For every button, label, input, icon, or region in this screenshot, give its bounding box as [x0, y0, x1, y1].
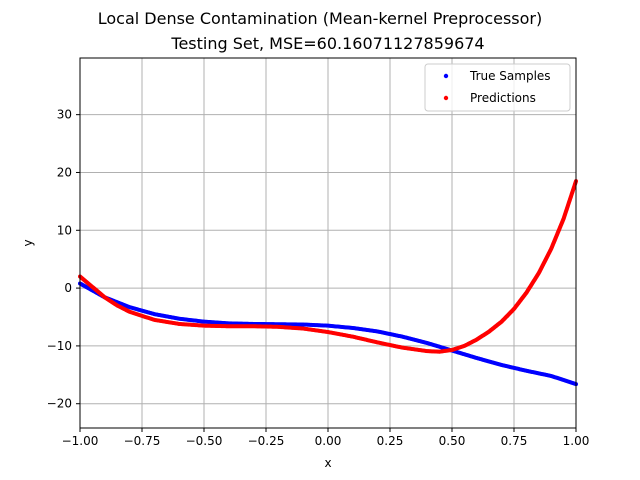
- y-tick-label: 0: [64, 281, 72, 295]
- legend-marker-predictions: [443, 95, 449, 101]
- data-points: [78, 179, 578, 387]
- x-axis-label: x: [324, 456, 331, 470]
- x-tick-label: 0.25: [377, 434, 404, 448]
- axis-ticks: −1.00 −0.75 −0.50 −0.25 0.00 0.25 0.50 0.75 1.00…: [47, 108, 590, 448]
- legend-label-predictions: Predictions: [470, 91, 536, 105]
- chart-title: Local Dense Contamination (Mean-kernel P…: [98, 9, 543, 28]
- y-tick-label: −20: [47, 397, 72, 411]
- x-tick-label: 1.00: [563, 434, 590, 448]
- y-tick-label: 20: [57, 165, 72, 179]
- chart-subtitle: Testing Set, MSE=60.16071127859674: [170, 34, 484, 53]
- plot-frame: [79, 57, 577, 429]
- x-tick-label: 0.00: [315, 434, 342, 448]
- legend-marker-true-samples: [443, 73, 449, 79]
- x-tick-label: −0.50: [186, 434, 223, 448]
- grid: [79, 58, 577, 428]
- legend-box: [424, 63, 571, 112]
- x-tick-label: −0.25: [248, 434, 285, 448]
- y-axis-label: y: [21, 239, 35, 246]
- legend-label-true-samples: True Samples: [469, 69, 551, 83]
- x-tick-label: −1.00: [62, 434, 99, 448]
- legend: True Samples Predictions: [424, 63, 571, 112]
- y-tick-label: 10: [57, 223, 72, 237]
- x-tick-label: 0.50: [439, 434, 466, 448]
- y-tick-label: −10: [47, 339, 72, 353]
- x-tick-label: −0.75: [124, 434, 161, 448]
- x-tick-label: 0.75: [501, 434, 528, 448]
- y-tick-label: 30: [57, 108, 72, 122]
